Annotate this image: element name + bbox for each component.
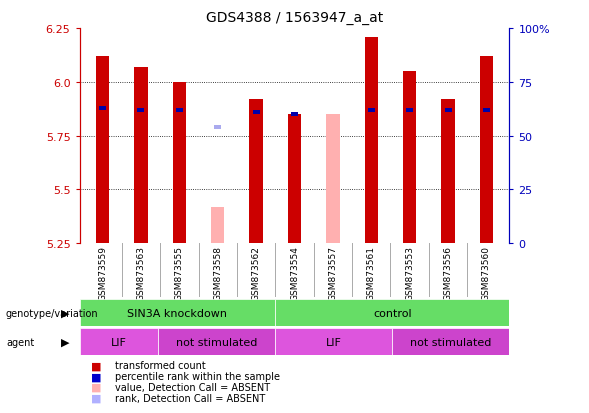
Bar (368, 109, 375, 112)
Text: rank, Detection Call = ABSENT: rank, Detection Call = ABSENT (115, 393, 265, 403)
Bar (214, 126, 221, 130)
Text: GSM873562: GSM873562 (252, 245, 260, 300)
Text: genotype/variation: genotype/variation (6, 308, 98, 318)
Bar (406, 109, 413, 112)
Bar (441, 100, 455, 244)
Bar (253, 111, 260, 114)
Bar (249, 100, 263, 244)
Bar (158, 328, 275, 355)
Text: GSM873557: GSM873557 (329, 245, 337, 300)
Text: value, Detection Call = ABSENT: value, Detection Call = ABSENT (115, 382, 270, 392)
Text: ■: ■ (91, 393, 102, 403)
Bar (137, 109, 144, 112)
Text: control: control (373, 308, 412, 318)
Text: GSM873555: GSM873555 (175, 245, 184, 300)
Bar (365, 38, 378, 244)
Text: LIF: LIF (326, 337, 342, 347)
Bar (291, 113, 298, 117)
Text: GSM873563: GSM873563 (137, 245, 145, 300)
Text: percentile rank within the sample: percentile rank within the sample (115, 371, 280, 381)
Bar (176, 109, 183, 112)
Bar (99, 107, 106, 110)
Text: GSM873561: GSM873561 (367, 245, 376, 300)
Text: transformed count: transformed count (115, 361, 206, 370)
Text: ■: ■ (91, 371, 102, 381)
Title: GDS4388 / 1563947_a_at: GDS4388 / 1563947_a_at (206, 11, 383, 25)
Text: GSM873553: GSM873553 (405, 245, 414, 300)
Bar (134, 68, 148, 244)
Bar (275, 328, 392, 355)
Text: GSM873559: GSM873559 (98, 245, 107, 300)
Bar (445, 109, 452, 112)
Bar (483, 109, 490, 112)
Text: SIN3A knockdown: SIN3A knockdown (127, 308, 227, 318)
Bar (392, 328, 509, 355)
Text: LIF: LIF (111, 337, 127, 347)
Bar (80, 328, 158, 355)
Text: agent: agent (6, 337, 34, 347)
Text: ▶: ▶ (61, 337, 69, 347)
Bar (275, 299, 509, 326)
Bar (479, 57, 493, 244)
Text: ■: ■ (91, 361, 102, 370)
Bar (80, 299, 275, 326)
Text: ■: ■ (91, 382, 102, 392)
Text: GSM873558: GSM873558 (213, 245, 222, 300)
Text: GSM873554: GSM873554 (290, 245, 299, 300)
Text: GSM873556: GSM873556 (444, 245, 452, 300)
Text: not stimulated: not stimulated (176, 337, 257, 347)
Text: GSM873560: GSM873560 (482, 245, 491, 300)
Bar (96, 57, 110, 244)
Bar (288, 115, 301, 244)
Text: not stimulated: not stimulated (410, 337, 492, 347)
Bar (403, 72, 416, 244)
Bar (326, 115, 340, 244)
Bar (211, 207, 224, 244)
Text: ▶: ▶ (61, 308, 69, 318)
Bar (173, 83, 186, 244)
